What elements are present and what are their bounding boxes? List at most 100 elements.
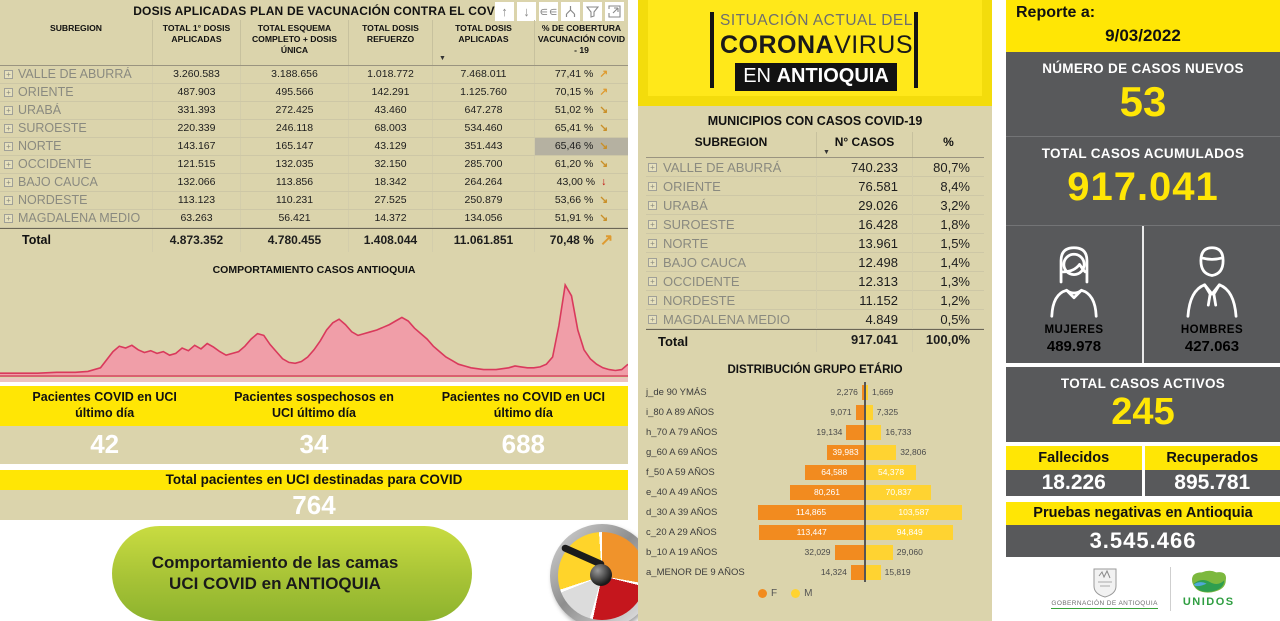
plus-expand-icon[interactable]: + [648,296,657,305]
expand-all-icon[interactable] [561,2,580,21]
municipios-row[interactable]: + VALLE DE ABURRÁ 740.233 80,7% [646,158,984,177]
pyramid-row[interactable]: h_70 A 79 AÑOS 19,134 16,733 [638,422,992,442]
female-bar[interactable]: 113,447 [759,524,864,540]
plus-expand-icon[interactable]: + [4,195,13,205]
plus-expand-icon[interactable]: + [4,141,13,151]
plus-expand-icon[interactable]: + [4,213,13,223]
plus-expand-icon[interactable]: + [4,123,13,133]
female-bar[interactable]: 9,071 [830,404,864,420]
female-bar[interactable]: 39,983 [827,444,864,460]
cell-dosis1: 143.167 [152,137,240,155]
vaccination-row[interactable]: + MAGDALENA MEDIO 63.263 56.421 14.372 134.05… [0,209,628,228]
plus-expand-icon[interactable]: + [648,220,657,229]
male-bar[interactable]: 32,806 [866,444,926,460]
gauge-icon [550,523,654,621]
municipios-row[interactable]: + URABÁ 29.026 3,2% [646,196,984,215]
plus-expand-icon[interactable]: + [648,163,657,172]
vaccination-row[interactable]: + NORTE 143.167 165.147 43.129 351.443 65,46 %… [0,137,628,156]
municipios-row[interactable]: + OCCIDENTE 12.313 1,3% [646,272,984,291]
col-header-total-dosis[interactable]: TOTAL DOSIS APLICADAS ▼ [432,20,534,65]
uci-beds-banner[interactable]: Comportamiento de las camas UCI COVID en… [112,523,654,621]
col-header-subregion[interactable]: SUBREGION [49,23,103,33]
cell-refuerzo: 1.408.044 [348,228,432,252]
male-bar[interactable]: 1,669 [866,384,893,400]
female-bar[interactable]: 19,134 [816,424,864,440]
pyramid-row[interactable]: b_10 A 19 AÑOS 32,029 29,060 [638,542,992,562]
municipios-row[interactable]: + NORDESTE 11.152 1,2% [646,291,984,310]
female-bar[interactable]: 114,865 [758,504,864,520]
municipios-row[interactable]: + MAGDALENA MEDIO 4.849 0,5% [646,310,984,329]
filter-icon[interactable] [583,2,602,21]
plus-expand-icon[interactable]: + [4,105,13,115]
plus-expand-icon[interactable]: + [4,159,13,169]
vaccination-row[interactable]: + SUROESTE 220.339 246.118 68.003 534.460 65,4… [0,119,628,138]
col-header-refuerzo[interactable]: TOTAL DOSIS REFUERZO [348,20,432,65]
muni-col-casos[interactable]: N° CASOS ▼ [816,132,912,157]
pyramid-row[interactable]: e_40 A 49 AÑOS 80,261 70,837 [638,482,992,502]
municipios-table-header: SUBREGION N° CASOS ▼ % [646,132,984,158]
vaccination-row[interactable]: + URABÁ 331.393 272.425 43.460 647.278 51,02 %… [0,101,628,120]
pyramid-row[interactable]: f_50 A 59 AÑOS 64,588 54,378 [638,462,992,482]
area-chart-baseline [0,377,628,382]
female-bar[interactable]: 64,588 [804,464,864,480]
female-bar[interactable]: 32,029 [805,544,864,560]
male-bar[interactable]: 7,325 [866,404,898,420]
muni-col-pct[interactable]: % [912,132,984,157]
pyramid-row[interactable]: a_MENOR DE 9 AÑOS 14,324 15,819 [638,562,992,582]
uci-sospechosos-value: 34 [209,425,419,464]
municipios-row[interactable]: + ORIENTE 76.581 8,4% [646,177,984,196]
legend-item-f[interactable]: F [758,588,777,599]
pyramid-row[interactable]: g_60 A 69 AÑOS 39,983 32,806 [638,442,992,462]
male-half: 32,806 [866,442,974,462]
vaccination-row[interactable]: + BAJO CAUCA 132.066 113.856 18.342 264.264 43… [0,173,628,192]
col-header-esquema[interactable]: TOTAL ESQUEMA COMPLETO + DOSIS ÚNICA [240,20,348,65]
plus-expand-icon[interactable]: + [648,239,657,248]
vaccination-table-header: SUBREGION TOTAL 1° DOSIS APLICADAS TOTAL… [0,20,628,66]
plus-expand-icon[interactable]: + [4,87,13,97]
municipios-row[interactable]: + NORTE 13.961 1,5% [646,234,984,253]
pyramid-row[interactable]: i_80 A 89 AÑOS 9,071 7,325 [638,402,992,422]
sort-desc-icon: ▼ [823,149,830,156]
male-bar[interactable]: 94,849 [866,524,954,540]
cell-casos: 917.041 [816,330,912,352]
male-bar[interactable]: 29,060 [866,544,923,560]
cases-area-chart[interactable] [0,280,628,378]
male-bar[interactable]: 103,587 [866,504,962,520]
male-bar[interactable]: 16,733 [866,424,911,440]
cell-dosis1: 113.123 [152,191,240,209]
drill-down-icon[interactable]: ↓ [517,2,536,21]
age-pyramid-chart[interactable]: j_de 90 YMÁS 2,276 1,669 i_80 A 89 AÑOS 9,07… [638,382,992,582]
vaccination-row[interactable]: + ORIENTE 487.903 495.566 142.291 1.125.760 70… [0,83,628,102]
pyramid-row[interactable]: j_de 90 YMÁS 2,276 1,669 [638,382,992,402]
vaccination-row[interactable]: + NORDESTE 113.123 110.231 27.525 250.879 53,6… [0,191,628,210]
plus-expand-icon[interactable]: + [648,258,657,267]
municipios-row[interactable]: Total 917.041 100,0% [646,329,984,352]
plus-expand-icon[interactable]: + [648,315,657,324]
municipios-row[interactable]: + SUROESTE 16.428 1,8% [646,215,984,234]
muni-col-subregion[interactable]: SUBREGION [694,135,768,149]
pyramid-row[interactable]: c_20 A 29 AÑOS 113,447 94,849 [638,522,992,542]
col-header-dosis1[interactable]: TOTAL 1° DOSIS APLICADAS [152,20,240,65]
cell-cobertura: 65,46 % ↘ [534,137,628,155]
plus-expand-icon[interactable]: + [4,177,13,187]
plus-expand-icon[interactable]: + [648,277,657,286]
plus-expand-icon[interactable]: + [4,69,13,79]
female-bar[interactable]: 2,276 [837,384,864,400]
male-bar[interactable]: 70,837 [866,484,932,500]
focus-mode-icon[interactable] [605,2,624,21]
show-next-level-icon[interactable]: ∊∊ [539,2,558,21]
vaccination-row[interactable]: Total 4.873.352 4.780.455 1.408.044 11.061.8… [0,227,628,252]
vaccination-row[interactable]: + VALLE DE ABURRÁ 3.260.583 3.188.656 1.018.… [0,65,628,84]
plus-expand-icon[interactable]: + [648,201,657,210]
female-bar[interactable]: 14,324 [821,564,864,580]
male-bar[interactable]: 54,378 [866,464,917,480]
col-header-cobertura[interactable]: % DE COBERTURA VACUNACIÓN COVID - 19 [534,20,628,65]
legend-item-m[interactable]: M [791,588,812,599]
municipios-row[interactable]: + BAJO CAUCA 12.498 1,4% [646,253,984,272]
female-bar[interactable]: 80,261 [790,484,864,500]
plus-expand-icon[interactable]: + [648,182,657,191]
male-bar[interactable]: 15,819 [866,564,911,580]
vaccination-row[interactable]: + OCCIDENTE 121.515 132.035 32.150 285.700 61,… [0,155,628,174]
drill-up-icon[interactable]: ↑ [495,2,514,21]
pyramid-row[interactable]: d_30 A 39 AÑOS 114,865 103,587 [638,502,992,522]
